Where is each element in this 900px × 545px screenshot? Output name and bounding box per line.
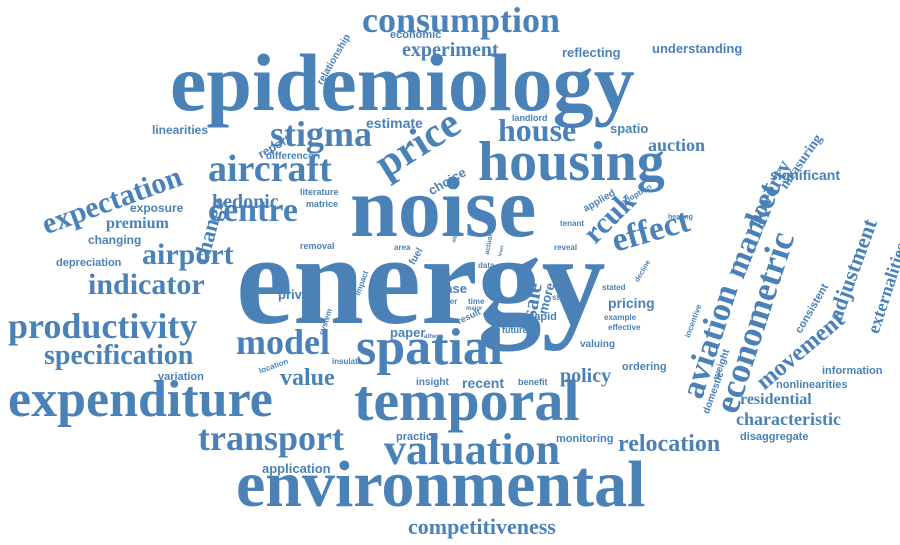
word-benefit: benefit	[518, 377, 548, 387]
word-effective: effective	[608, 323, 641, 332]
word-hedonic: hedonic	[212, 191, 279, 213]
word-relocation: relocation	[618, 431, 721, 457]
word-linearities: linearities	[152, 123, 209, 137]
word-residential: residential	[740, 391, 812, 408]
word-tenant: tenant	[560, 219, 584, 228]
word-decline: decline	[634, 259, 653, 284]
word-data: data	[478, 261, 495, 270]
word-pricing: pricing	[608, 295, 655, 311]
word-changing: changing	[88, 233, 142, 247]
word-application: application	[262, 461, 331, 476]
word-specification: specification	[44, 340, 194, 371]
word-characteristic: characteristic	[736, 409, 841, 429]
word-epidemiology: epidemiology	[170, 37, 635, 128]
word-house: house	[498, 112, 577, 148]
word-athens: athens	[424, 334, 444, 340]
word-major: major	[466, 306, 483, 312]
word-literature: literature	[300, 187, 339, 197]
word-expenditure: expenditure	[8, 371, 273, 428]
word-transport: transport	[198, 418, 344, 458]
word-value: value	[280, 365, 335, 391]
word-estimate: estimate	[366, 115, 423, 131]
word-example: example	[604, 313, 637, 322]
word-understanding: understanding	[652, 41, 743, 56]
word-future: future	[502, 325, 528, 335]
word-nonlinearities: nonlinearities	[776, 379, 848, 391]
word-study: study	[552, 293, 574, 302]
word-premium: premium	[106, 215, 169, 232]
word-environmental: environmental	[236, 448, 646, 521]
word-valuing: valuing	[580, 339, 616, 350]
word-indicator: indicator	[88, 268, 205, 301]
word-information: information	[822, 365, 883, 377]
word-bond: bond	[436, 289, 449, 295]
word-consumption: consumption	[362, 0, 561, 40]
word-time: time	[468, 297, 485, 306]
word-model: model	[236, 322, 330, 362]
word-case: case	[438, 281, 467, 296]
word-centre: centre	[208, 192, 298, 229]
word-spatial: spatial	[356, 319, 504, 376]
word-policy: policy	[560, 365, 612, 387]
word-recent: recent	[462, 375, 505, 391]
word-matrice: matrice	[306, 199, 339, 209]
word-competitiveness: competitiveness	[408, 514, 556, 539]
word-significant: significant	[770, 167, 841, 183]
word-auction: auction	[648, 135, 706, 155]
word-exposure: exposure	[130, 201, 184, 215]
word-private: private	[278, 287, 321, 302]
word-practice: practice	[396, 431, 439, 443]
word-heating: heating	[668, 214, 693, 221]
word-spatio: spatio	[610, 121, 649, 136]
word-airport: airport	[142, 238, 234, 271]
word-economic: economic	[390, 29, 442, 41]
word-housing: housing	[478, 131, 665, 193]
word-insulate: insulate	[332, 357, 363, 366]
word-valuation: valuation	[384, 425, 561, 474]
word-aircraft: aircraft	[208, 148, 332, 190]
word-ordering: ordering	[622, 361, 667, 373]
word-paper: paper	[390, 325, 426, 340]
word-variation: variation	[158, 371, 204, 383]
word-depreciation: depreciation	[56, 257, 122, 269]
word-insight: insight	[416, 377, 449, 388]
word-experiment: experiment	[402, 39, 499, 61]
word-disaggregate: disaggregate	[740, 431, 809, 443]
word-energy: energy	[236, 209, 606, 351]
word-monitoring: monitoring	[556, 433, 614, 445]
word-noise: noise	[350, 159, 537, 255]
word-reveal: reveal	[554, 243, 578, 252]
word-stated: stated	[602, 283, 626, 292]
word-productivity: productivity	[8, 306, 198, 346]
word-stigma: stigma	[270, 114, 372, 154]
word-reflecting: reflecting	[562, 45, 621, 60]
word-rapid: rapid	[530, 311, 557, 323]
word-temporal: temporal	[354, 368, 580, 433]
word-inter: inter	[440, 297, 458, 306]
word-area: area	[394, 243, 411, 252]
word-landlord: landlord	[512, 113, 548, 123]
word-removal: removal	[300, 241, 335, 251]
word-difference: difference	[266, 151, 314, 162]
